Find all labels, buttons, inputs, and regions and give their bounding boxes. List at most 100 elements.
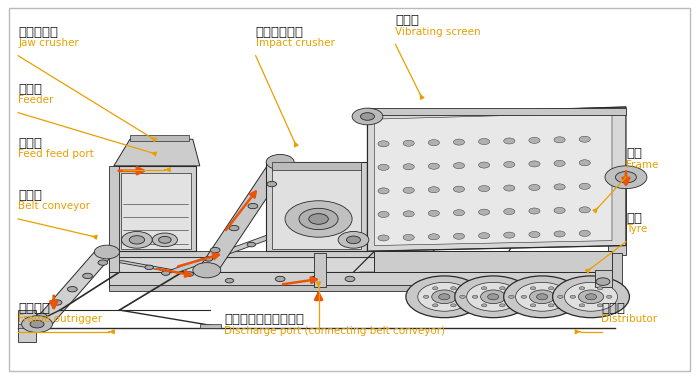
Circle shape (530, 304, 536, 307)
Circle shape (522, 295, 526, 298)
Circle shape (159, 237, 172, 243)
Circle shape (406, 276, 483, 318)
Circle shape (528, 208, 540, 214)
Bar (608, 179, 626, 255)
Circle shape (548, 304, 554, 307)
Circle shape (504, 276, 580, 318)
Bar (18, 324, 39, 328)
Circle shape (52, 300, 62, 305)
Circle shape (247, 242, 256, 247)
Circle shape (579, 287, 584, 290)
Circle shape (432, 290, 457, 304)
Circle shape (455, 276, 531, 318)
Circle shape (615, 171, 636, 183)
Circle shape (473, 295, 478, 298)
Circle shape (554, 137, 565, 143)
Text: Frame: Frame (626, 160, 658, 170)
Circle shape (578, 290, 603, 304)
Bar (109, 257, 619, 272)
Circle shape (548, 287, 554, 290)
Circle shape (37, 313, 47, 319)
Circle shape (597, 304, 603, 307)
Text: Jaw crusher: Jaw crusher (18, 38, 79, 48)
Text: Vibrating screen: Vibrating screen (395, 27, 481, 37)
Circle shape (454, 139, 465, 145)
Bar (266, 274, 382, 283)
Circle shape (67, 287, 77, 292)
Circle shape (579, 136, 590, 142)
Text: 颚式破碎机: 颚式破碎机 (18, 26, 58, 38)
Circle shape (504, 162, 515, 168)
Circle shape (528, 161, 540, 167)
Circle shape (554, 184, 565, 190)
Circle shape (460, 295, 466, 298)
Circle shape (338, 232, 369, 248)
Circle shape (504, 138, 515, 144)
Circle shape (378, 141, 389, 147)
Circle shape (482, 287, 487, 290)
Circle shape (451, 304, 456, 307)
Circle shape (500, 304, 505, 307)
Polygon shape (123, 231, 294, 287)
Polygon shape (114, 139, 200, 166)
Polygon shape (374, 113, 612, 245)
Circle shape (528, 184, 540, 190)
Circle shape (193, 263, 220, 278)
Bar (18, 310, 36, 343)
Text: Feeder: Feeder (18, 95, 53, 105)
Circle shape (467, 282, 520, 311)
Bar (427, 287, 608, 291)
Bar (374, 251, 612, 272)
Circle shape (439, 294, 450, 300)
Circle shape (454, 163, 465, 169)
Circle shape (479, 209, 490, 215)
Circle shape (403, 164, 414, 170)
Circle shape (424, 295, 429, 298)
Text: 进料口: 进料口 (18, 137, 42, 150)
Circle shape (529, 290, 554, 304)
Circle shape (267, 181, 276, 187)
Circle shape (454, 186, 465, 192)
Bar (109, 166, 120, 272)
Circle shape (509, 295, 514, 298)
Text: Frame outrigger: Frame outrigger (18, 314, 102, 324)
Circle shape (428, 139, 440, 146)
Circle shape (536, 294, 547, 300)
Circle shape (481, 290, 506, 304)
Bar (272, 165, 361, 248)
Circle shape (403, 140, 414, 146)
Circle shape (185, 272, 193, 276)
Circle shape (145, 265, 153, 270)
Text: Discharge port (connecting belt conveyor): Discharge port (connecting belt conveyor… (224, 325, 445, 336)
Bar (116, 166, 196, 251)
Bar (109, 272, 619, 287)
Circle shape (579, 207, 590, 213)
Circle shape (428, 210, 440, 216)
Circle shape (500, 287, 505, 290)
Circle shape (403, 234, 414, 240)
Bar (109, 251, 619, 257)
Bar (368, 108, 626, 115)
Circle shape (479, 233, 490, 239)
Text: Tyre: Tyre (626, 224, 648, 234)
Circle shape (378, 235, 389, 241)
Circle shape (479, 138, 490, 144)
Bar (612, 253, 622, 287)
Circle shape (360, 113, 374, 120)
Circle shape (418, 282, 471, 311)
Polygon shape (109, 261, 270, 287)
Polygon shape (368, 107, 626, 251)
Text: 给料机: 给料机 (18, 83, 42, 96)
Text: Feed feed port: Feed feed port (18, 149, 94, 159)
Circle shape (552, 276, 629, 318)
Circle shape (352, 108, 383, 125)
Circle shape (557, 295, 563, 298)
Polygon shape (196, 162, 290, 272)
Polygon shape (29, 251, 116, 327)
Circle shape (94, 245, 120, 259)
Circle shape (309, 214, 328, 224)
Text: 出料口（连接皮带机）: 出料口（连接皮带机） (224, 313, 304, 326)
Circle shape (30, 320, 44, 328)
Circle shape (210, 247, 220, 253)
Circle shape (428, 187, 440, 193)
